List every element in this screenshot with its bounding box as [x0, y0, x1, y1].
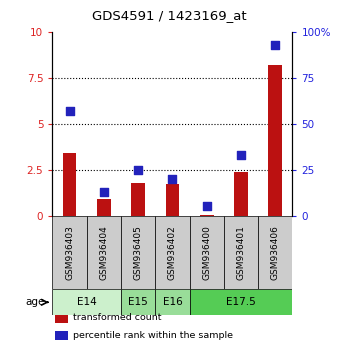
Bar [190, 216, 224, 289]
Bar [121, 289, 155, 315]
Text: E14: E14 [77, 297, 97, 307]
Bar [155, 289, 190, 315]
Text: GSM936401: GSM936401 [237, 225, 245, 280]
Text: GDS4591 / 1423169_at: GDS4591 / 1423169_at [92, 9, 246, 22]
Bar [155, 216, 190, 289]
Text: GSM936405: GSM936405 [134, 225, 143, 280]
Text: GSM936402: GSM936402 [168, 225, 177, 280]
Bar [87, 216, 121, 289]
Bar [97, 199, 111, 216]
Bar [55, 331, 68, 340]
Text: E17.5: E17.5 [226, 297, 256, 307]
Bar [224, 216, 258, 289]
Point [67, 108, 72, 114]
Bar [258, 216, 292, 289]
Bar [131, 183, 145, 216]
Text: age: age [25, 297, 45, 307]
Bar [63, 153, 76, 216]
Point [272, 42, 278, 47]
Bar [200, 215, 214, 216]
Text: percentile rank within the sample: percentile rank within the sample [73, 331, 233, 340]
Bar [121, 216, 155, 289]
Bar [52, 216, 87, 289]
Point [101, 189, 106, 195]
Text: transformed count: transformed count [73, 313, 161, 322]
Text: E15: E15 [128, 297, 148, 307]
Bar [166, 184, 179, 216]
Point [238, 152, 244, 158]
Text: GSM936404: GSM936404 [99, 225, 108, 280]
Text: GSM936406: GSM936406 [271, 225, 280, 280]
Bar [268, 65, 282, 216]
Text: GSM936403: GSM936403 [65, 225, 74, 280]
Text: GSM936400: GSM936400 [202, 225, 211, 280]
Bar [190, 289, 292, 315]
Bar [234, 172, 248, 216]
Point [136, 167, 141, 172]
Bar [52, 289, 121, 315]
Point [170, 176, 175, 182]
Point [204, 204, 209, 209]
Bar [55, 313, 68, 322]
Text: E16: E16 [163, 297, 182, 307]
